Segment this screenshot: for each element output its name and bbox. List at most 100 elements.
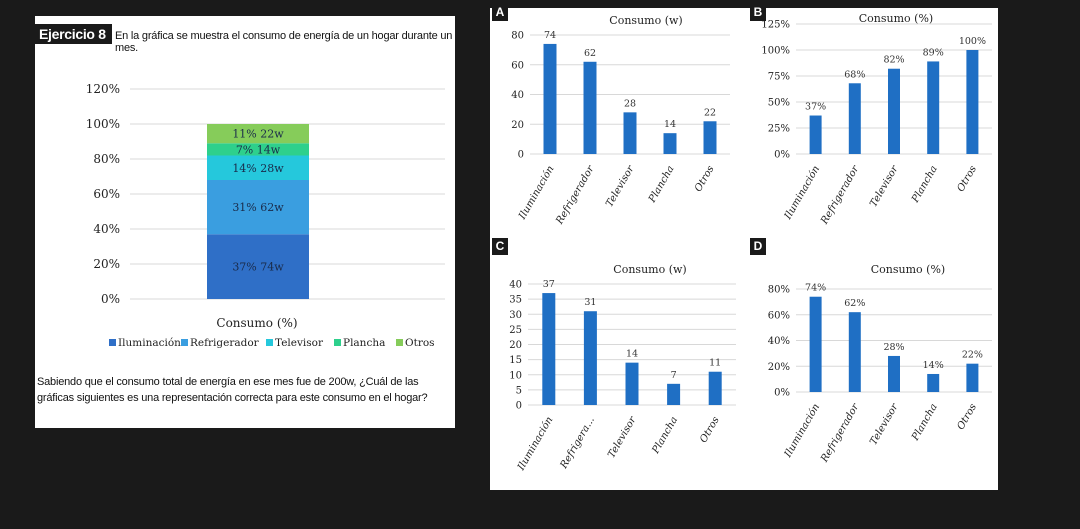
y-tick-label: 60% [768, 310, 790, 321]
segment-label: 7% 14w [236, 143, 281, 156]
exercise-question: Sabiendo que el consumo total de energía… [37, 376, 428, 404]
x-tick-label: Iluminación [517, 164, 557, 222]
bar [623, 112, 637, 154]
data-label: 22 [704, 107, 716, 118]
bar [927, 373, 940, 392]
y-tick-label: 125% [761, 20, 790, 31]
y-tick-label: 75% [768, 72, 790, 83]
y-tick-label: 35 [509, 295, 522, 306]
x-tick-label: Iluminación [782, 402, 822, 460]
data-label: 28 [624, 98, 636, 109]
bar [583, 61, 597, 154]
legend-swatch [334, 339, 341, 346]
legend-label: Iluminación [118, 337, 181, 349]
data-label: 100% [959, 36, 986, 47]
legend-swatch [109, 339, 116, 346]
chart-title: Consumo (%) [859, 12, 933, 25]
segment-label: 31% 62w [232, 201, 284, 214]
y-tick-label: 60% [93, 187, 120, 201]
y-tick-label: 30 [509, 310, 522, 321]
x-tick-label: Iluminación [782, 164, 822, 222]
chart-title: Consumo (w) [609, 14, 682, 27]
legend-swatch [396, 339, 403, 346]
x-tick-label: Televisor [606, 414, 639, 460]
y-tick-label: 20 [509, 340, 522, 351]
stacked-chart: 0% 20% 40% 60% 80% 100% 120% 37% 74w 31% 62w 14% … [86, 82, 445, 349]
bar [663, 133, 677, 154]
option-c-label[interactable]: C [492, 238, 508, 255]
y-tick-label: 60 [511, 60, 524, 71]
x-tick-label: Televisor [604, 163, 637, 209]
y-tick-label: 40 [509, 280, 522, 291]
y-tick-label: 0 [518, 150, 524, 161]
y-tick-label: 20% [93, 257, 120, 271]
exercise-intro: En la gráfica se muestra el consumo de e… [115, 30, 453, 54]
y-tick-label: 5 [516, 385, 522, 396]
option-b-label[interactable]: B [750, 4, 766, 21]
option-d-label[interactable]: D [750, 238, 766, 255]
x-tick-label: Plancha [650, 415, 680, 456]
option-b-chart[interactable]: Consumo (%) 0% 25% 50% 75% 100% 125% 37% Ilumina… [748, 8, 998, 238]
y-tick-label: 100% [761, 46, 790, 57]
x-tick-label: Otros [955, 402, 979, 432]
x-tick-label: Plancha [910, 164, 940, 205]
bar [888, 355, 900, 392]
y-tick-label: 80% [768, 285, 790, 296]
x-tick-label: Televisor [868, 163, 901, 209]
bar [543, 43, 557, 154]
data-label: 14 [664, 119, 676, 130]
data-label: 14 [626, 349, 638, 360]
y-tick-label: 25 [509, 325, 522, 336]
data-label: 7 [671, 370, 677, 381]
bar [927, 61, 940, 154]
y-tick-label: 40 [511, 90, 524, 101]
y-tick-label: 80% [93, 152, 120, 166]
bar [966, 50, 979, 154]
bar [888, 68, 900, 154]
bar [809, 115, 822, 154]
y-tick-label: 80 [511, 31, 524, 42]
y-tick-label: 40% [93, 222, 120, 236]
y-tick-label: 25% [768, 124, 790, 135]
y-tick-label: 15 [509, 355, 522, 366]
bar [966, 363, 979, 392]
legend-label: Refrigerador [190, 337, 260, 349]
legend-label: Otros [405, 337, 435, 349]
exercise-panel: Ejercicio 8 En la gráfica se muestra el … [35, 16, 455, 428]
stack-segment [207, 234, 309, 299]
option-c-chart[interactable]: Consumo (w) 0 5 10 15 20 25 30 35 40 37 Iluminación… [490, 240, 740, 485]
x-tick-label: Refrigerador [819, 163, 862, 227]
x-tick-label: Refrigerador [819, 401, 862, 465]
bar [848, 312, 861, 392]
y-tick-label: 0 [516, 401, 522, 412]
bar [708, 371, 722, 405]
y-tick-label: 0% [774, 150, 790, 161]
data-label: 68% [844, 69, 865, 80]
bar [848, 83, 861, 154]
bar [667, 383, 681, 405]
x-tick-label: Refrigera... [558, 415, 597, 471]
bar [583, 311, 597, 405]
options-panel: Consumo (w) 0 20 40 60 80 74 Iluminación 62 Refri… [490, 4, 998, 490]
data-label: 22% [962, 350, 983, 361]
x-tick-label: Iluminación [515, 415, 555, 473]
option-a-label[interactable]: A [492, 4, 508, 21]
chart-title: Consumo (w) [613, 263, 686, 276]
x-tick-label: Plancha [910, 402, 940, 443]
bar [809, 296, 822, 392]
stack-segment [207, 155, 309, 180]
data-label: 62% [844, 298, 865, 309]
stack-segment [207, 143, 309, 156]
data-label: 74 [544, 30, 556, 41]
segment-label: 14% 28w [232, 162, 284, 175]
bar [625, 362, 639, 405]
option-d-chart[interactable]: Consumo (%) 0% 20% 40% 60% 80% 74% Iluminación 6… [748, 240, 998, 485]
legend-label: Plancha [343, 337, 385, 349]
data-label: 62 [584, 48, 596, 59]
option-a-chart[interactable]: Consumo (w) 0 20 40 60 80 74 Iluminación 62 Refri… [490, 8, 740, 238]
y-tick-label: 100% [86, 117, 120, 131]
legend-label: Televisor [275, 337, 324, 349]
data-label: 74% [805, 283, 826, 294]
chart-title: Consumo (%) [871, 263, 945, 276]
data-label: 14% [923, 360, 944, 371]
